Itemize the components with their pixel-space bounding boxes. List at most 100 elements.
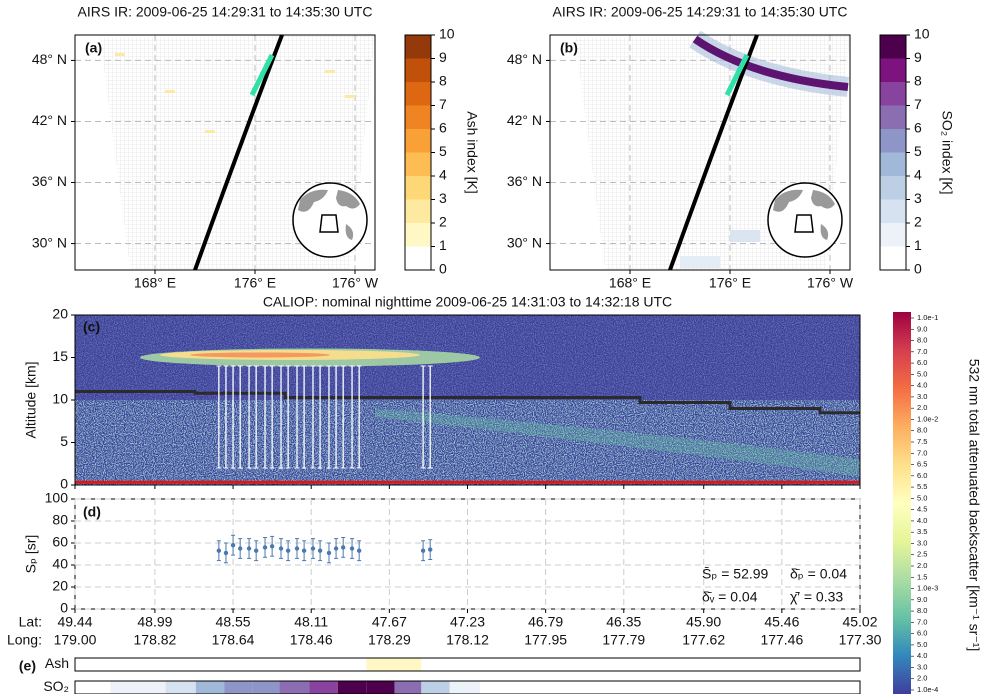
colorbar-tick-label: 10 — [439, 26, 455, 42]
y-tick-label: 80 — [52, 512, 68, 528]
strip-cell — [449, 681, 480, 694]
colorbar-tick-label: 4 — [439, 167, 447, 183]
aerosol-layer — [375, 408, 860, 477]
x-tick-label: 47.23 — [450, 614, 485, 630]
colorbar-tick-label: 10 — [914, 26, 930, 42]
colorbar-tick-label: 3.0 — [917, 538, 927, 547]
colorbar-tick-label: 8 — [439, 73, 447, 89]
colorbar-tick-label: 7.0 — [917, 347, 927, 356]
map-frame — [549, 34, 851, 271]
surface — [75, 480, 860, 484]
colorbar-tick-label: 1.0e-2 — [917, 414, 938, 423]
colorbar-tick-label: 5.0 — [917, 369, 927, 378]
x2-prefix: Long: — [7, 632, 42, 648]
x-tick-label: 47.67 — [372, 614, 407, 630]
speck — [165, 90, 175, 93]
colorbar-tick-label: 3 — [914, 190, 922, 206]
noise-low — [75, 400, 860, 485]
colorbar-cell — [405, 246, 431, 270]
y-tick-label: 0 — [60, 600, 68, 616]
colorbar-cell — [880, 105, 906, 129]
strip-cell — [421, 681, 450, 694]
y-tick-label: 60 — [52, 534, 68, 550]
x-tick-label: 48.55 — [216, 614, 251, 630]
x-tick-label: 48.99 — [137, 614, 172, 630]
calipso-track — [668, 34, 759, 271]
colorbar-tick-label: 3 — [439, 190, 447, 206]
colorbar-cell — [405, 82, 431, 106]
colorbar-label: 532 nm total attenuated backscatter [km⁻… — [966, 359, 982, 652]
x-tick-label: 168° E — [609, 275, 651, 291]
colorbar-label: Ash index [K] — [464, 111, 480, 194]
point — [317, 548, 323, 553]
colorbar-tick-label: 9 — [914, 49, 922, 65]
speck — [680, 256, 720, 268]
point — [262, 545, 268, 550]
colorbar-tick-label: 9.0 — [917, 595, 927, 604]
colorbar-tick-label: 4.0 — [917, 651, 927, 660]
panel-label: (b) — [560, 40, 578, 56]
colorbar-tick-label: 2 — [914, 214, 922, 230]
land — [773, 189, 835, 240]
colorbar-tick-label: 7.0 — [917, 617, 927, 626]
strip-cell — [137, 681, 166, 694]
x2-tick-label: 177.46 — [760, 632, 803, 648]
point — [356, 548, 362, 553]
colorbar-tick-label: 7.5 — [917, 437, 927, 446]
y-tick-label: 42° N — [507, 112, 542, 128]
region — [319, 214, 339, 233]
colorbar-tick-label: 8.0 — [917, 606, 927, 615]
strip-cell — [309, 681, 338, 694]
strip-label: Ash — [45, 655, 69, 671]
colorbar-tick-label: 5 — [914, 143, 922, 159]
colorbar-tick-label: 2 — [439, 214, 447, 230]
strip-cell — [337, 681, 367, 694]
y-tick-label: 20 — [52, 578, 68, 594]
panel-label: (d) — [83, 504, 101, 520]
panel-label: (c) — [83, 319, 100, 335]
x2-tick-label: 178.82 — [134, 632, 177, 648]
y-tick-label: 48° N — [32, 51, 67, 67]
colorbar-cell — [880, 35, 906, 59]
panel-title: CALIOP: nominal nighttime 2009-06-25 14:… — [263, 294, 672, 310]
point — [230, 543, 236, 548]
y-tick-label: 42° N — [32, 112, 67, 128]
speck — [115, 53, 125, 56]
colorbar-tick-label: 0 — [439, 261, 447, 277]
y-tick-label: 30° N — [507, 234, 542, 250]
x-tick-label: 46.79 — [528, 614, 563, 630]
region — [794, 214, 814, 233]
annotation: χ̄′ = 0.33 — [790, 589, 843, 605]
colorbar-tick-label: 4.0 — [917, 381, 927, 390]
colorbar-tick-label: 4.5 — [917, 505, 927, 514]
strip-cell — [394, 658, 422, 671]
point — [285, 548, 291, 553]
x-tick-label: 46.35 — [606, 614, 641, 630]
x2-tick-label: 177.95 — [524, 632, 567, 648]
x2-tick-label: 177.79 — [602, 632, 645, 648]
calipso-track — [193, 34, 284, 271]
colorbar-tick-label: 1.0e-1 — [917, 313, 938, 322]
x-prefix: Lat: — [19, 614, 42, 630]
strip-cell — [195, 681, 225, 694]
colorbar-cell — [880, 223, 906, 247]
y-label: Altitude [km] — [23, 361, 39, 438]
point — [326, 550, 332, 556]
point — [428, 547, 433, 552]
strip-label: SO₂ — [43, 678, 69, 694]
colorbar-tick-label: 3.0 — [917, 662, 927, 671]
colorbar-tick-label: 6.0 — [917, 629, 927, 638]
strip-cell — [165, 681, 196, 694]
colorbar-cell — [880, 152, 906, 176]
colorbar-cell — [405, 105, 431, 129]
x-tick-label: 45.90 — [686, 614, 721, 630]
map-title: AIRS IR: 2009-06-25 14:29:31 to 14:35:30… — [553, 4, 848, 20]
point — [310, 546, 316, 551]
point — [253, 548, 259, 553]
x-tick-label: 176° W — [332, 275, 379, 291]
colorbar-label: SO₂ index [K] — [939, 110, 955, 194]
y-tick-label: 15 — [52, 348, 68, 364]
x2-tick-label: 178.29 — [368, 632, 411, 648]
point — [269, 544, 275, 549]
colorbar-tick-label: 8.0 — [917, 336, 927, 345]
